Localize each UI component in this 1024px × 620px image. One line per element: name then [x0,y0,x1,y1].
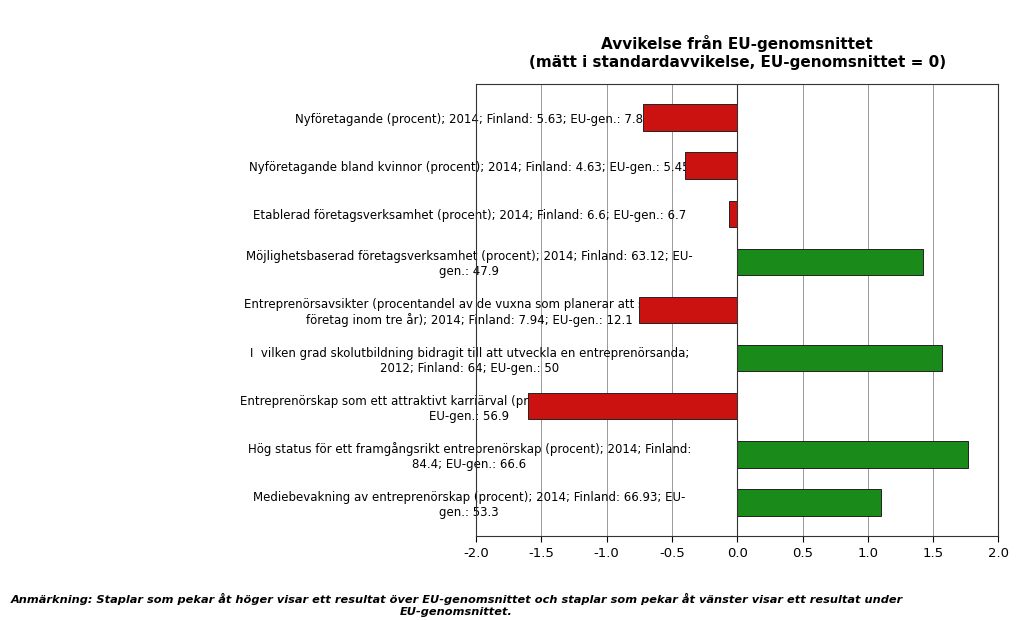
Bar [729,200,737,227]
Bar [643,104,737,131]
Bar [737,345,942,371]
Bar [685,153,737,179]
Title: Avvikelse från EU-genomsnittet
(mätt i standardavvikelse, EU-genomsnittet = 0): Avvikelse från EU-genomsnittet (mätt i s… [528,35,946,70]
Bar [639,297,737,323]
Bar [737,489,881,516]
Text: Anmärkning: Staplar som pekar åt höger visar ett resultat över EU-genomsnittet o: Anmärkning: Staplar som pekar åt höger v… [10,593,902,617]
Bar [737,441,969,467]
Bar [528,393,737,420]
Bar [737,249,923,275]
